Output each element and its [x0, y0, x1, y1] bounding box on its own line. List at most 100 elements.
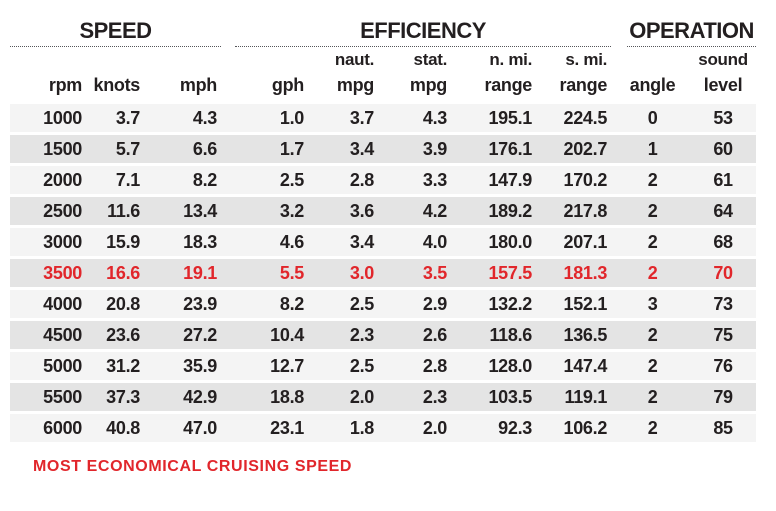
- cell-range-7: 170.2: [540, 166, 616, 194]
- cell-mpg-5: 2.3: [382, 383, 456, 411]
- cell-rpm-0: 3500: [10, 259, 90, 287]
- cell-range-7: 202.7: [540, 135, 616, 163]
- table-row: 2500 11.6 13.4 3.2 3.6 4.2 189.2 217.8 2 64: [10, 197, 757, 225]
- performance-data-table: SPEED EFFICIENCY OPERATION naut. stat. n. …: [10, 12, 757, 445]
- cell-rpm-0: 1500: [10, 135, 90, 163]
- cell-mph-2: 23.9: [148, 290, 226, 318]
- cell-knots-1: 31.2: [90, 352, 148, 380]
- column-header-mpg-5: mpg: [409, 75, 448, 95]
- cell-range-6: 92.3: [455, 414, 541, 442]
- cell-mpg-5: 2.6: [382, 321, 456, 349]
- table-row: 6000 40.8 47.0 23.1 1.8 2.0 92.3 106.2 2 85: [10, 414, 757, 442]
- cell-range-7: 106.2: [540, 414, 616, 442]
- cell-mpg-4: 2.3: [312, 321, 383, 349]
- table-row: 1000 3.7 4.3 1.0 3.7 4.3 195.1 224.5 0 53: [10, 104, 757, 132]
- cell-gph-3: 10.4: [225, 321, 313, 349]
- table-row: 4000 20.8 23.9 8.2 2.5 2.9 132.2 152.1 3 73: [10, 290, 757, 318]
- cell-rpm-0: 2500: [10, 197, 90, 225]
- cell-level-9: 61: [690, 166, 757, 194]
- cell-angle-8: 2: [615, 166, 691, 194]
- subheader-n-mi: n. mi.: [489, 50, 533, 69]
- cell-mpg-4: 2.5: [312, 290, 383, 318]
- subheader-empty: [615, 50, 690, 70]
- column-header-level-9: level: [703, 75, 743, 95]
- cell-rpm-0: 2000: [10, 166, 90, 194]
- cell-gph-3: 1.7: [225, 135, 313, 163]
- cell-range-7: 207.1: [540, 228, 616, 256]
- cell-knots-1: 16.6: [90, 259, 148, 287]
- cell-knots-1: 3.7: [90, 104, 148, 132]
- cell-gph-3: 1.0: [225, 104, 313, 132]
- cell-mph-2: 47.0: [148, 414, 226, 442]
- cell-range-6: 128.0: [455, 352, 541, 380]
- cell-angle-8: 2: [615, 414, 691, 442]
- cell-gph-3: 12.7: [225, 352, 313, 380]
- cell-rpm-0: 4500: [10, 321, 90, 349]
- cell-mph-2: 6.6: [148, 135, 226, 163]
- cell-range-6: 147.9: [455, 166, 541, 194]
- table-row: 2000 7.1 8.2 2.5 2.8 3.3 147.9 170.2 2 61: [10, 166, 757, 194]
- cell-mph-2: 13.4: [148, 197, 226, 225]
- cell-mph-2: 35.9: [148, 352, 226, 380]
- performance-table-page: SPEED EFFICIENCY OPERATION naut. stat. n. …: [10, 12, 757, 475]
- cell-mpg-5: 2.0: [382, 414, 456, 442]
- cell-mpg-5: 4.3: [382, 104, 456, 132]
- table-row-highlighted: 3500 16.6 19.1 5.5 3.0 3.5 157.5 181.3 2 70: [10, 259, 757, 287]
- cell-rpm-0: 5000: [10, 352, 90, 380]
- cell-rpm-0: 1000: [10, 104, 90, 132]
- cell-angle-8: 1: [615, 135, 691, 163]
- cell-mph-2: 8.2: [148, 166, 226, 194]
- cell-level-9: 60: [690, 135, 757, 163]
- cell-mpg-5: 4.2: [382, 197, 456, 225]
- footnote-most-economical: MOST ECONOMICAL CRUISING SPEED: [33, 458, 353, 475]
- cell-knots-1: 40.8: [90, 414, 148, 442]
- cell-level-9: 64: [690, 197, 757, 225]
- column-header-mpg-4: mpg: [336, 75, 375, 95]
- cell-range-7: 224.5: [540, 104, 616, 132]
- column-header-mph-2: mph: [179, 75, 218, 95]
- column-header-gph-3: gph: [271, 75, 305, 95]
- cell-level-9: 70: [690, 259, 757, 287]
- cell-knots-1: 11.6: [90, 197, 148, 225]
- cell-mph-2: 27.2: [148, 321, 226, 349]
- cell-mpg-4: 3.0: [312, 259, 383, 287]
- column-header-angle-8: angle: [629, 75, 676, 95]
- cell-mpg-4: 3.4: [312, 228, 383, 256]
- cell-mpg-5: 3.9: [382, 135, 456, 163]
- subheader-empty: [225, 50, 312, 70]
- cell-knots-1: 5.7: [90, 135, 148, 163]
- cell-mpg-4: 2.8: [312, 166, 383, 194]
- cell-range-7: 147.4: [540, 352, 616, 380]
- cell-range-6: 195.1: [455, 104, 541, 132]
- cell-mpg-4: 3.7: [312, 104, 383, 132]
- table-row: 4500 23.6 27.2 10.4 2.3 2.6 118.6 136.5 2 75: [10, 321, 757, 349]
- subheader-s-mi: s. mi.: [565, 50, 608, 69]
- column-header-range-6: range: [484, 75, 533, 95]
- cell-gph-3: 23.1: [225, 414, 313, 442]
- cell-range-6: 176.1: [455, 135, 541, 163]
- cell-range-6: 118.6: [455, 321, 541, 349]
- cell-mpg-5: 3.5: [382, 259, 456, 287]
- subheader-empty: [10, 50, 90, 70]
- group-header-row: SPEED EFFICIENCY OPERATION: [10, 15, 757, 47]
- subheader-empty: [148, 50, 225, 70]
- table-row: 1500 5.7 6.6 1.7 3.4 3.9 176.1 202.7 1 60: [10, 135, 757, 163]
- cell-angle-8: 2: [615, 259, 691, 287]
- cell-mpg-4: 1.8: [312, 414, 383, 442]
- column-header-row: rpm knots mph gph mpg mpg range range angle level: [10, 73, 756, 101]
- cell-knots-1: 15.9: [90, 228, 148, 256]
- cell-rpm-0: 4000: [10, 290, 90, 318]
- cell-range-7: 181.3: [540, 259, 616, 287]
- cell-gph-3: 3.2: [225, 197, 313, 225]
- cell-mph-2: 42.9: [148, 383, 226, 411]
- table-row: 3000 15.9 18.3 4.6 3.4 4.0 180.0 207.1 2 68: [10, 228, 757, 256]
- cell-mpg-5: 3.3: [382, 166, 456, 194]
- cell-rpm-0: 5500: [10, 383, 90, 411]
- group-header-speed: SPEED: [10, 18, 222, 47]
- cell-angle-8: 0: [615, 104, 691, 132]
- cell-range-6: 103.5: [455, 383, 541, 411]
- column-header-rpm-0: rpm: [48, 75, 82, 95]
- cell-knots-1: 20.8: [90, 290, 148, 318]
- cell-range-7: 217.8: [540, 197, 616, 225]
- cell-angle-8: 2: [615, 383, 691, 411]
